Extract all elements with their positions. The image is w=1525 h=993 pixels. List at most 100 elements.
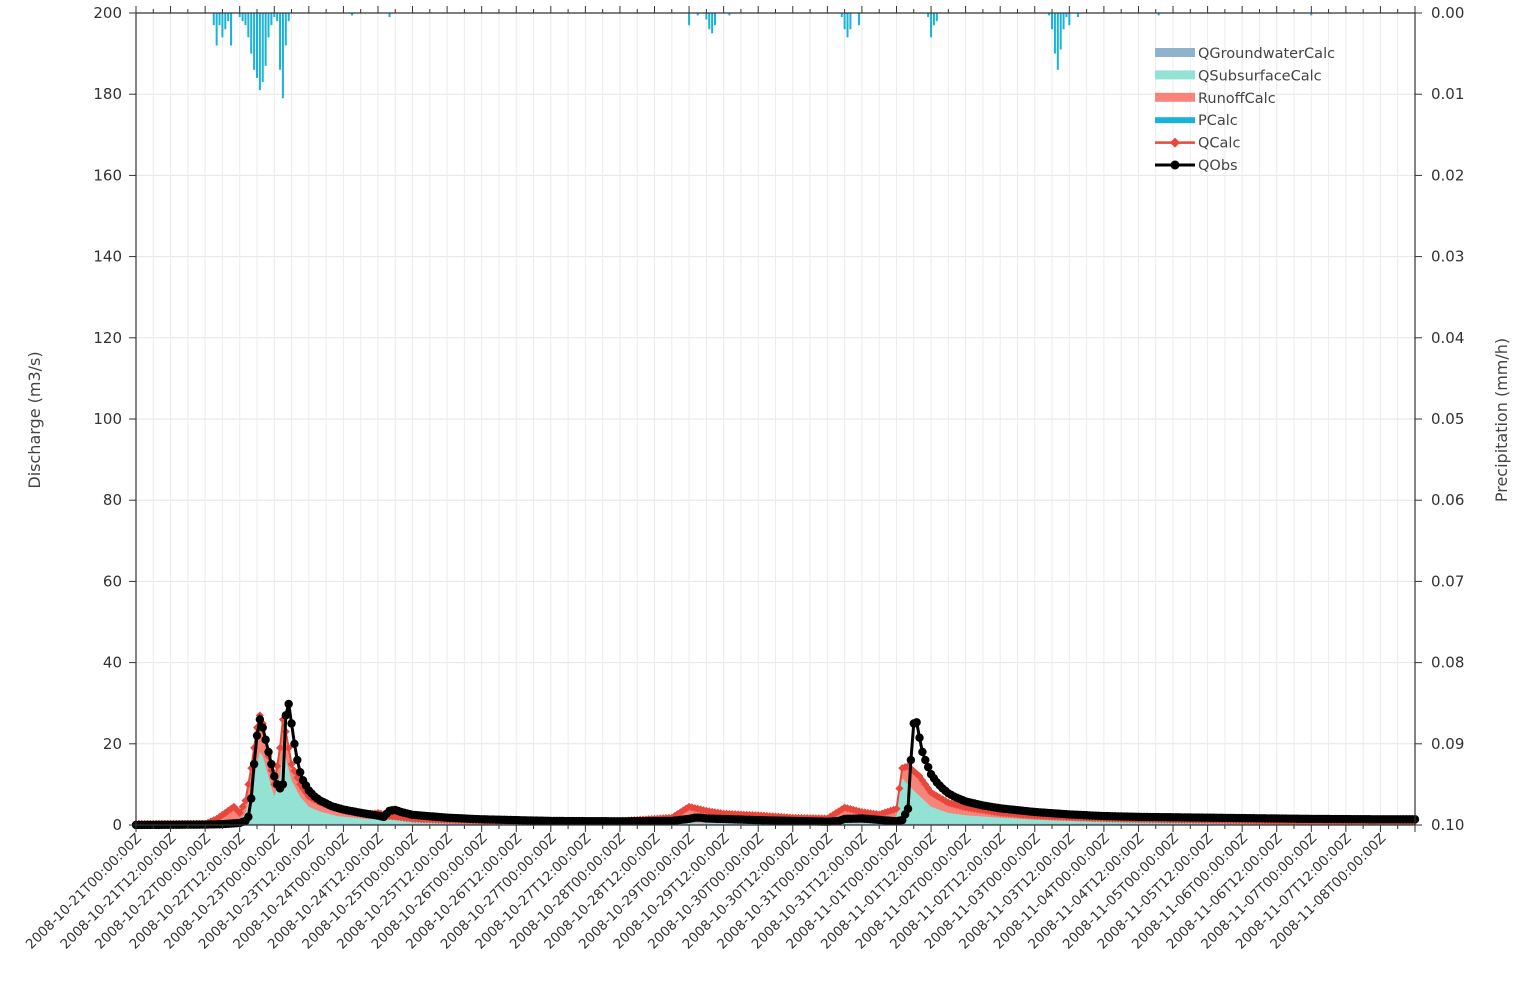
precip-bar <box>840 13 843 18</box>
qobs-point <box>923 762 933 772</box>
precip-bar <box>279 13 282 70</box>
y2-tick-label: 0.08 <box>1431 654 1464 672</box>
legend-swatch <box>1155 70 1195 80</box>
qobs-point <box>903 804 913 813</box>
qobs-point <box>252 731 262 740</box>
precip-bar <box>258 13 261 91</box>
qobs-point <box>281 711 290 720</box>
qobs-point <box>295 768 305 777</box>
qobs-point <box>918 747 927 757</box>
y2-axis-title: Precipitation (mm/h) <box>1492 338 1511 502</box>
qcalc-point <box>892 804 901 813</box>
precip-bar <box>1068 13 1071 26</box>
precip-bar <box>281 13 284 99</box>
y-tick-label: 120 <box>93 329 122 347</box>
area-QSubsurfaceCalc <box>136 751 1415 825</box>
qobs-point <box>906 755 916 765</box>
precip-bar <box>247 13 250 38</box>
precip-bar <box>218 13 221 26</box>
precip-bar <box>241 13 244 22</box>
precip-bar <box>276 13 279 22</box>
y-tick-label: 180 <box>93 85 122 103</box>
precip-bar <box>930 13 933 38</box>
y2-tick-label: 0.01 <box>1431 85 1464 103</box>
legend-marker <box>1170 160 1180 170</box>
y2-tick-label: 0.03 <box>1431 248 1464 266</box>
axes <box>129 6 1422 832</box>
legend-label: QObs <box>1198 158 1238 174</box>
precip-bar <box>711 13 714 34</box>
precip-bar <box>714 13 717 26</box>
y-axis-title: Discharge (m3/s) <box>25 351 44 488</box>
precip-bar <box>270 13 273 26</box>
qcalc-point <box>287 760 296 769</box>
y-tick-label: 0 <box>112 816 122 834</box>
qobs-point <box>278 780 288 789</box>
qobs-point <box>270 772 279 781</box>
precip-bar <box>273 13 276 18</box>
qobs-point <box>290 739 299 748</box>
precip-bar <box>267 13 270 38</box>
precip-bar <box>688 13 691 26</box>
precip-bar <box>728 13 731 16</box>
precipitation-bars <box>212 13 1313 99</box>
y-tick-label: 160 <box>93 166 122 184</box>
y-tick-labels: 0 20 40 60 80 100 120 140 160 180 200 <box>93 4 122 834</box>
qobs-point <box>284 699 293 709</box>
legend-marker <box>1170 137 1180 148</box>
qcalc-point <box>238 802 247 811</box>
qobs-point <box>264 747 273 757</box>
precip-bar <box>253 13 256 70</box>
precip-bar <box>1157 13 1160 16</box>
legend-swatch <box>1155 92 1195 102</box>
precip-bar <box>388 13 391 18</box>
y2-tick-label: 0.09 <box>1431 735 1464 753</box>
precip-bar <box>849 13 852 30</box>
y2-tick-label: 0.10 <box>1431 816 1464 834</box>
precip-bar <box>1310 13 1313 16</box>
y-tick-label: 60 <box>103 572 122 590</box>
precip-bar <box>215 13 218 46</box>
precip-bar <box>1053 13 1056 54</box>
legend-swatch <box>1155 48 1195 57</box>
precip-bar <box>858 13 861 26</box>
precip-bar <box>705 13 708 20</box>
precip-bar <box>1051 13 1054 30</box>
legend-label: PCalc <box>1198 113 1238 129</box>
precip-bar <box>843 13 846 30</box>
legend[interactable]: QGroundwaterCalc QSubsurfaceCalc RunoffCal… <box>1155 46 1335 174</box>
precip-bar <box>708 13 711 30</box>
precip-bar <box>284 13 287 46</box>
y2-tick-label: 0.06 <box>1431 491 1464 509</box>
qobs-point <box>255 715 265 724</box>
qobs-point <box>258 723 267 732</box>
y-tick-label: 80 <box>103 491 122 509</box>
qobs-point <box>261 735 270 744</box>
y2-tick-label: 0.00 <box>1431 4 1464 22</box>
precip-bar <box>1056 13 1059 70</box>
precip-bar <box>1065 13 1068 18</box>
qobs-point <box>247 794 256 803</box>
qobs-point <box>249 759 259 769</box>
y2-tick-label: 0.05 <box>1431 410 1464 428</box>
precip-bar <box>696 13 699 16</box>
y-tick-label: 140 <box>93 248 122 266</box>
precip-bar <box>264 13 267 66</box>
x-tick-labels: 2008-10-21T00:00:00Z2008-10-21T12:00:00Z… <box>23 831 1389 953</box>
precip-bar <box>927 13 930 18</box>
qcalc-point <box>895 784 904 793</box>
legend-label: RunoffCalc <box>1198 91 1276 107</box>
precip-bar <box>287 13 290 22</box>
qobs-point <box>912 718 921 727</box>
precip-bar <box>212 13 215 26</box>
y2-tick-label: 0.02 <box>1431 166 1464 184</box>
qcalc-point <box>250 743 259 752</box>
qobs-point <box>287 719 296 728</box>
qobs-point <box>915 733 924 742</box>
qobs-point <box>267 759 276 769</box>
precip-bar <box>261 13 264 83</box>
y-tick-label: 200 <box>93 4 122 22</box>
precip-bar <box>230 13 233 46</box>
legend-label: QGroundwaterCalc <box>1198 46 1335 62</box>
legend-label: QCalc <box>1198 136 1240 152</box>
